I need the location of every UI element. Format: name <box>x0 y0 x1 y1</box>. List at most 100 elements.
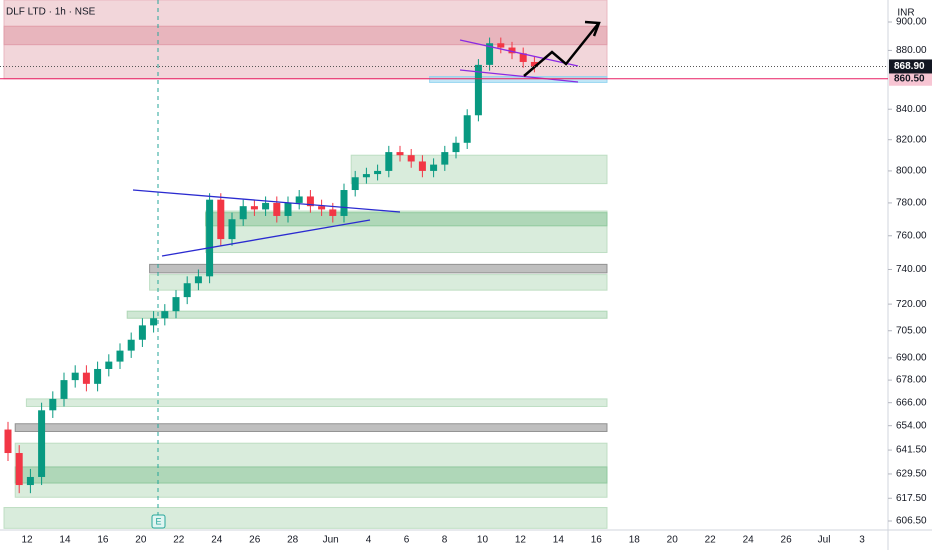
zone <box>25 398 608 407</box>
candle-body <box>60 380 68 399</box>
candle-body <box>4 429 12 454</box>
candle-body <box>262 202 270 210</box>
x-tick-label: 4 <box>366 535 372 546</box>
candle-body <box>161 311 169 319</box>
candle-body <box>284 202 292 216</box>
zone <box>14 466 608 484</box>
y-tick-label: 840.00 <box>896 104 927 115</box>
y-tick-label: 740.00 <box>896 264 927 275</box>
x-tick-label: 26 <box>249 535 261 546</box>
y-tick-label: 780.00 <box>896 198 927 209</box>
candle-body <box>463 115 471 143</box>
zones: Gap Gap <box>3 0 622 529</box>
candle-body <box>273 202 281 216</box>
y-tick-label: 641.50 <box>896 445 927 456</box>
candle-body <box>71 372 79 381</box>
x-tick-label: 14 <box>553 535 565 546</box>
y-tick-label: 800.00 <box>896 166 927 177</box>
candle-body <box>351 177 359 191</box>
x-tick-label: Jul <box>818 535 831 546</box>
x-tick-label: 24 <box>743 535 755 546</box>
x-tick-label: 28 <box>287 535 299 546</box>
x-tick-label: 3 <box>859 535 865 546</box>
y-tick-label: 900.00 <box>896 17 927 28</box>
candle-body <box>172 297 180 312</box>
x-tick-label: 24 <box>211 535 223 546</box>
candle-body <box>38 410 46 477</box>
x-tick-label: 14 <box>59 535 71 546</box>
zone <box>14 423 608 432</box>
candle-body <box>228 219 236 240</box>
event-badge[interactable] <box>151 514 166 529</box>
candle-body <box>127 339 135 351</box>
candle-body <box>329 209 337 216</box>
candle-body <box>452 142 460 153</box>
chart-title: DLF LTD · 1h · NSE <box>6 7 96 18</box>
level-badge <box>889 71 932 86</box>
candle-body <box>318 206 326 210</box>
arrow-head <box>584 20 601 37</box>
trend-line <box>459 39 579 67</box>
zone-label: Gap <box>609 265 622 272</box>
y-tick-label: 720.00 <box>896 299 927 310</box>
candle-body <box>418 161 426 171</box>
y-tick-label: 880.00 <box>896 45 927 56</box>
candle-body <box>407 155 415 162</box>
y-tick-label: 654.00 <box>896 420 927 431</box>
candle-body <box>374 170 382 175</box>
zone <box>3 507 608 529</box>
x-tick-label: 22 <box>173 535 185 546</box>
y-tick-label: 820.00 <box>896 134 927 145</box>
zone-label: Gap <box>609 424 622 431</box>
zone <box>350 154 608 185</box>
candle-body <box>217 199 225 240</box>
candle-body <box>396 152 404 156</box>
zone <box>149 263 608 274</box>
candle-body <box>508 47 516 54</box>
candle-body <box>183 283 191 298</box>
x-tick-label: 12 <box>515 535 527 546</box>
candle-body <box>340 190 348 216</box>
projection-arrow <box>523 23 599 77</box>
event-label: E <box>155 516 161 526</box>
candle-body <box>497 43 505 48</box>
candle-body <box>362 174 370 178</box>
candle-body <box>194 276 202 284</box>
trend-line <box>132 189 401 213</box>
candle-body <box>116 350 124 362</box>
x-tick-label: 18 <box>629 535 641 546</box>
y-tick-label: 705.00 <box>896 325 927 336</box>
candle-body <box>150 318 158 326</box>
currency: INR <box>897 8 914 19</box>
y-tick-label: 606.50 <box>896 516 927 527</box>
candle-body <box>250 206 258 210</box>
zone <box>149 274 608 291</box>
candle-body <box>519 53 527 62</box>
x-tick-label: 20 <box>135 535 147 546</box>
y-tick-label: 760.00 <box>896 230 927 241</box>
x-tick-label: 20 <box>667 535 679 546</box>
y-tick-label: 678.00 <box>896 375 927 386</box>
candle-body <box>94 368 102 384</box>
x-tick-label: Jun <box>323 535 339 546</box>
candle-body <box>49 398 57 411</box>
y-tick-label: 617.50 <box>896 493 927 504</box>
zone <box>205 212 608 227</box>
candle-body <box>26 476 34 486</box>
zone <box>126 310 608 319</box>
x-tick-label: 26 <box>781 535 793 546</box>
last-price-label: 868.90 <box>894 61 925 72</box>
candle-body <box>430 164 438 171</box>
x-tick-label: 16 <box>591 535 603 546</box>
candle-body <box>306 196 314 207</box>
candle-body <box>530 61 538 67</box>
candle-body <box>295 196 303 203</box>
zone <box>3 25 608 46</box>
zone <box>429 76 608 83</box>
candle-body <box>15 453 23 486</box>
x-tick-label: 8 <box>442 535 448 546</box>
candle-body <box>105 361 113 369</box>
x-tick-label: 12 <box>21 535 33 546</box>
level-label: 860.50 <box>894 73 925 84</box>
